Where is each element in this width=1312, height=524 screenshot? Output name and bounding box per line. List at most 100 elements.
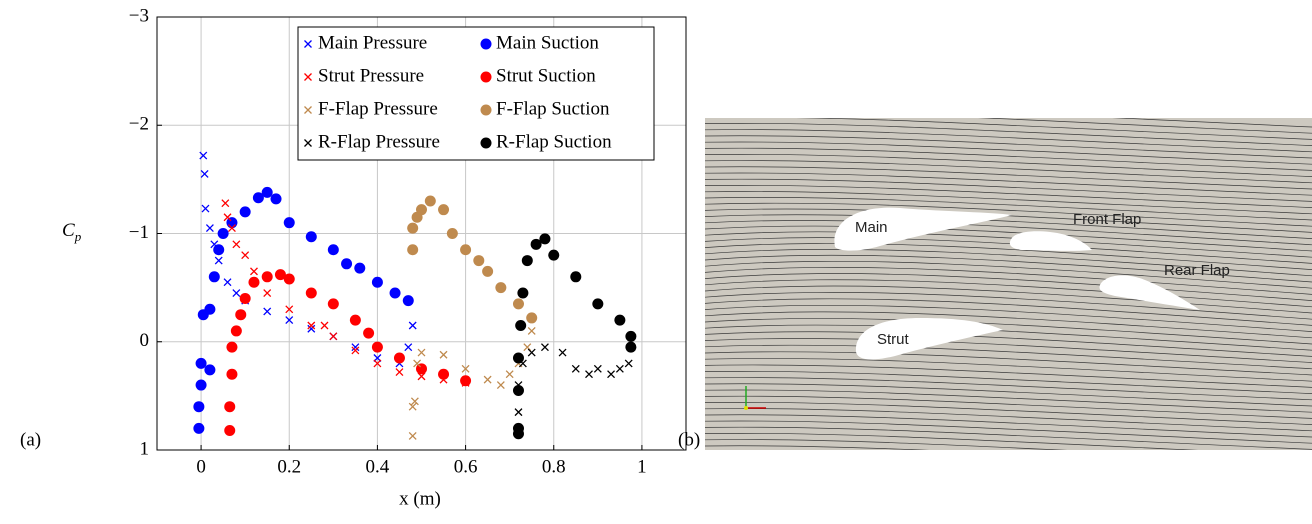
point [394,352,405,363]
point [438,204,449,215]
point [460,244,471,255]
point [250,268,257,275]
point [233,290,240,297]
point [372,342,383,353]
point [515,409,522,416]
point [570,271,581,282]
point [240,293,251,304]
point [405,344,412,351]
legend-label: Strut Suction [496,65,596,86]
point [201,170,208,177]
point [539,233,550,244]
point [354,263,365,274]
point [306,231,317,242]
point [321,322,328,329]
point [233,241,240,248]
x-tick-label: 0.2 [277,456,301,477]
y-tick-label: 1 [140,438,150,459]
point [284,273,295,284]
point [204,364,215,375]
point [425,196,436,207]
point [526,312,537,323]
legend-label: R-Flap Suction [496,131,612,152]
point [242,252,249,259]
point [517,288,528,299]
point [330,333,337,340]
point [209,271,220,282]
point [231,325,242,336]
point [418,349,425,356]
point [416,204,427,215]
point [235,309,246,320]
point [193,423,204,434]
point [206,225,213,232]
point [213,244,224,255]
point [284,217,295,228]
point [548,250,559,261]
point [193,401,204,412]
point [264,308,271,315]
point [409,432,416,439]
legend-label: Main Suction [496,32,599,53]
point [473,255,484,266]
point [513,352,524,363]
legend-label: R-Flap Pressure [318,131,440,152]
y-tick-label: −3 [129,5,149,26]
point [528,349,535,356]
legend-marker [481,105,492,116]
legend-label: Strut Pressure [318,65,424,86]
point [341,258,352,269]
point [586,371,593,378]
point [215,257,222,264]
panel-label: (a) [20,429,41,450]
point [264,290,271,297]
point [226,369,237,380]
point [403,295,414,306]
y-tick-label: −1 [129,222,149,243]
flow-image: Main Front Flap Rear Flap Strut [705,105,1312,493]
y-tick-label: 0 [140,330,150,351]
point [616,365,623,372]
point [438,369,449,380]
x-tick-label: 0.4 [366,456,390,477]
streamline [705,464,1312,486]
point [440,351,447,358]
point [513,298,524,309]
point [222,200,229,207]
point [625,360,632,367]
point [515,320,526,331]
point [396,369,403,376]
point [447,228,458,239]
x-tick-label: 1 [637,456,647,477]
point [262,187,273,198]
point [614,315,625,326]
y-axis-label-sub: p [74,229,82,244]
point [513,423,524,434]
point [416,363,427,374]
point [482,266,493,277]
point [407,223,418,234]
x-tick-label: 0.6 [454,456,478,477]
streamline [705,458,1312,480]
point [594,365,601,372]
point [495,282,506,293]
point [372,277,383,288]
point [528,327,535,334]
point [460,375,471,386]
x-tick-label: 0 [196,456,206,477]
streamline [705,471,1312,493]
point [218,228,229,239]
legend-label: F-Flap Pressure [318,98,438,119]
panel-label: (b) [678,429,700,450]
flow-label: Rear Flap [1164,262,1230,279]
point [262,271,273,282]
point [328,244,339,255]
point [196,358,207,369]
y-axis-label-main: C [62,220,75,241]
point [306,288,317,299]
point [524,344,531,351]
point [350,315,361,326]
point [506,371,513,378]
point [202,205,209,212]
point [541,344,548,351]
